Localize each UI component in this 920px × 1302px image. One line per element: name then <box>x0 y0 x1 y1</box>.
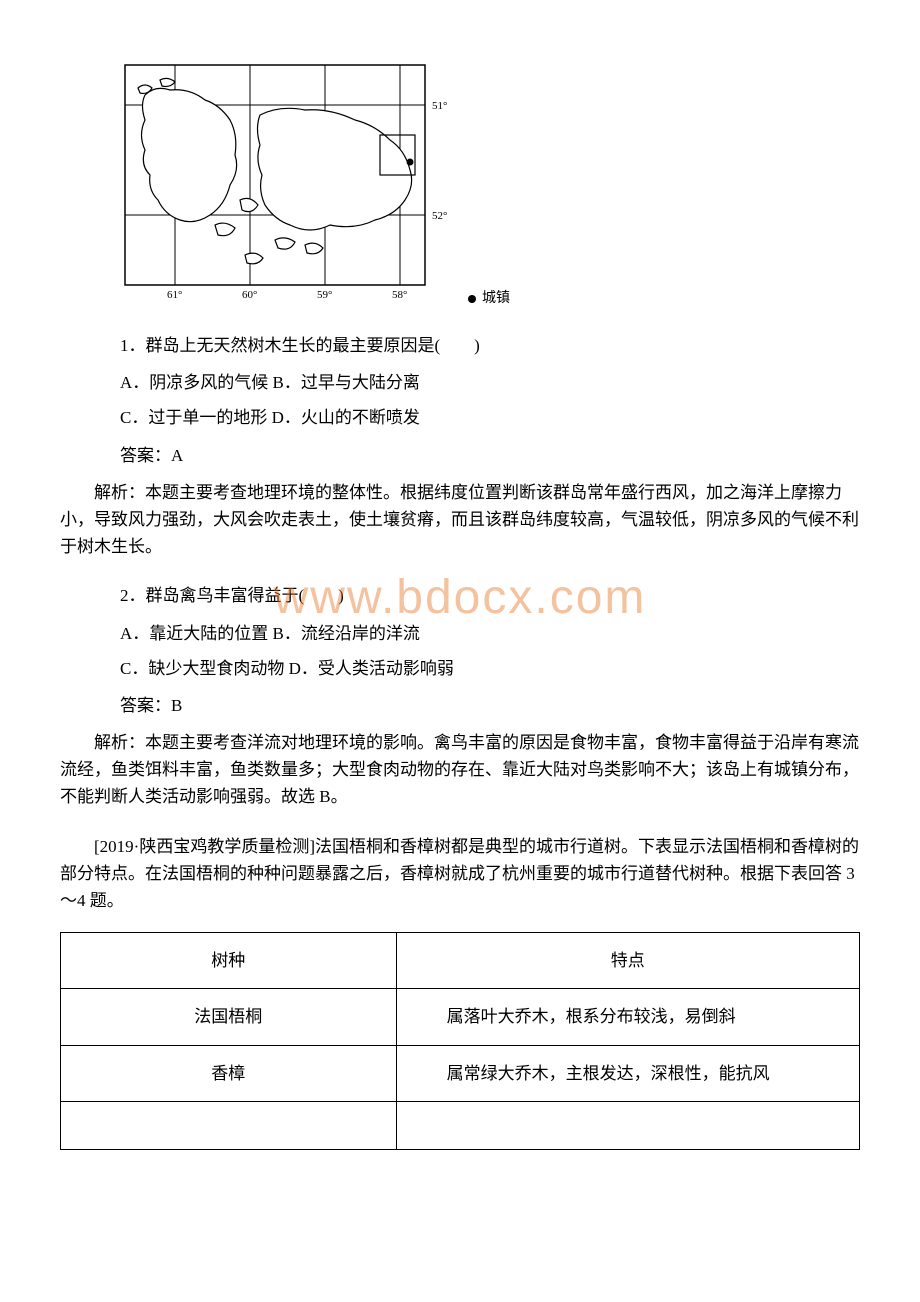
map-svg: 51° 52° 61° 60° 59° 58° <box>120 60 450 310</box>
island-map: 51° 52° 61° 60° 59° 58° <box>120 60 450 310</box>
table-empty-row <box>61 1101 860 1149</box>
table-row: 香樟 属常绿大乔木，主根发达，深根性，能抗风 <box>61 1045 860 1101</box>
lat-label-1: 51° <box>432 100 447 112</box>
table-row: 法国梧桐 属落叶大乔木，根系分布较浅，易倒斜 <box>61 989 860 1045</box>
header-species: 树种 <box>61 933 397 989</box>
town-marker <box>407 159 414 166</box>
q3-intro: [2019·陕西宝鸡教学质量检测]法国梧桐和香樟树都是典型的城市行道树。下表显示… <box>60 833 860 915</box>
q2-stem: 2．群岛禽鸟丰富得益于( ) <box>120 582 860 609</box>
q1-options-cd: C．过于单一的地形 D．火山的不断喷发 <box>120 404 860 431</box>
q1-stem: 1．群岛上无天然树木生长的最主要原因是( ) <box>120 332 860 359</box>
q1-options-ab: A．阴凉多风的气候 B．过早与大陆分离 <box>120 369 860 396</box>
lon-label-2: 60° <box>242 289 257 301</box>
lon-label-3: 59° <box>317 289 332 301</box>
header-feature: 特点 <box>396 933 859 989</box>
tree-table: 树种 特点 法国梧桐 属落叶大乔木，根系分布较浅，易倒斜 香樟 属常绿大乔木，主… <box>60 932 860 1150</box>
row2-species: 香樟 <box>61 1045 397 1101</box>
lon-label-1: 61° <box>167 289 182 301</box>
empty-cell-2 <box>396 1101 859 1149</box>
q1-answer: 答案：A <box>120 442 860 469</box>
q1-explanation: 解析：本题主要考查地理环境的整体性。根据纬度位置判断该群岛常年盛行西风，加之海洋… <box>60 479 860 561</box>
q2-options-ab: A．靠近大陆的位置 B．流经沿岸的洋流 <box>120 620 860 647</box>
map-legend: 城镇 <box>468 288 510 310</box>
legend-dot-icon <box>468 295 476 303</box>
row1-feature: 属落叶大乔木，根系分布较浅，易倒斜 <box>396 989 859 1045</box>
q2-explanation: 解析：本题主要考查洋流对地理环境的影响。禽鸟丰富的原因是食物丰富，食物丰富得益于… <box>60 729 860 811</box>
empty-cell-1 <box>61 1101 397 1149</box>
row1-species: 法国梧桐 <box>61 989 397 1045</box>
row2-feature: 属常绿大乔木，主根发达，深根性，能抗风 <box>396 1045 859 1101</box>
table-header-row: 树种 特点 <box>61 933 860 989</box>
legend-label: 城镇 <box>482 288 510 310</box>
lat-label-2: 52° <box>432 210 447 222</box>
q2-answer: 答案：B <box>120 692 860 719</box>
q2-options-cd: C．缺少大型食肉动物 D．受人类活动影响弱 <box>120 655 860 682</box>
lon-label-4: 58° <box>392 289 407 301</box>
island-shapes <box>138 78 415 263</box>
